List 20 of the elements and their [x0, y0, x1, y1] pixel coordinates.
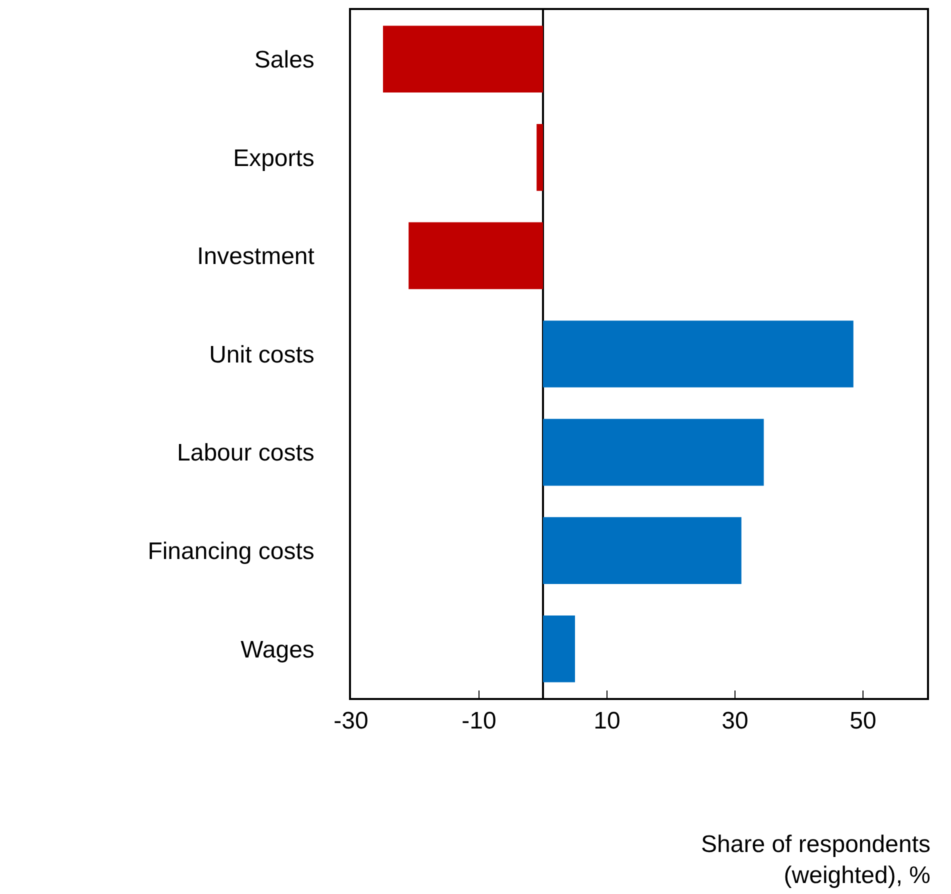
x-tick-label: 10: [594, 708, 620, 735]
y-tick-label: Unit costs: [209, 341, 314, 368]
bar: [383, 26, 543, 93]
x-axis-title: Share of respondents (weighted), %: [701, 831, 930, 890]
x-tick-label: 50: [850, 708, 876, 735]
bar: [408, 222, 543, 290]
y-tick-label: Wages: [240, 636, 314, 664]
bar: [543, 418, 764, 486]
y-tick-label: Sales: [254, 46, 314, 74]
x-tick-label: -30: [334, 708, 368, 735]
x-tick-label: 30: [722, 708, 748, 735]
y-tick-label: Financing costs: [148, 538, 314, 565]
y-tick-label: Exports: [233, 144, 314, 172]
bar: [543, 517, 742, 584]
y-tick-label: Investment: [197, 243, 315, 270]
y-tick-label: Labour costs: [177, 440, 314, 467]
x-tick-label: -10: [462, 708, 496, 735]
bar: [536, 124, 543, 191]
bar: [543, 320, 854, 388]
bar: [543, 615, 575, 682]
